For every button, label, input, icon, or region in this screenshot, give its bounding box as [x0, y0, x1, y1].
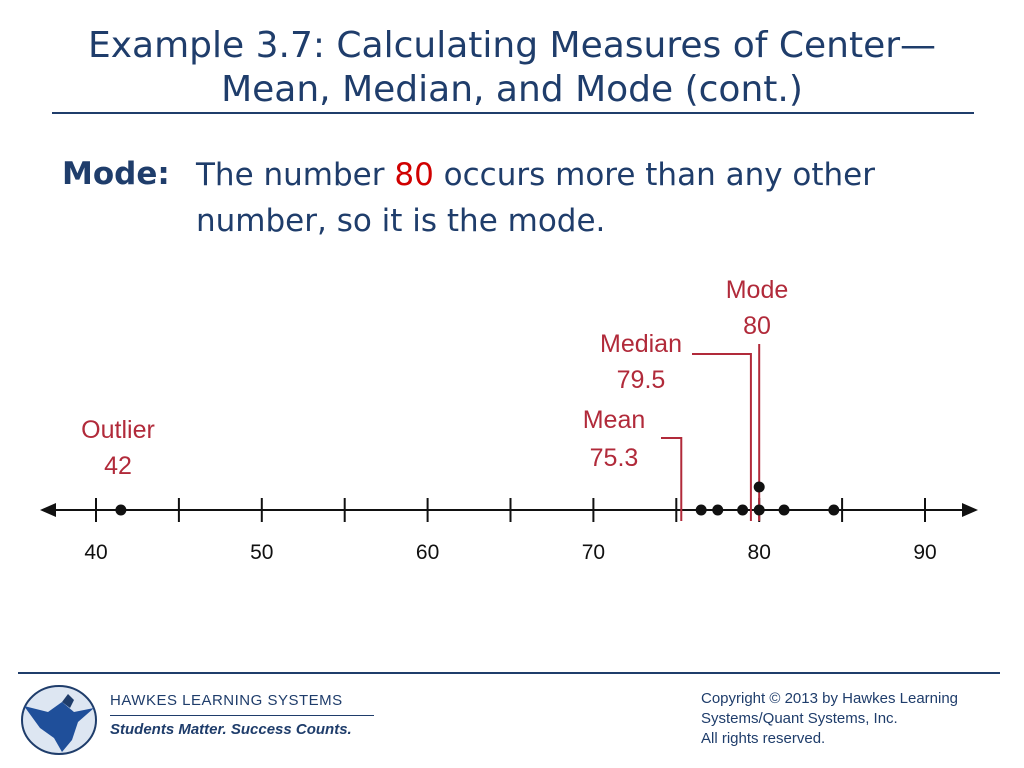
copyright-notice: Copyright © 2013 by Hawkes Learning Syst… — [701, 689, 958, 749]
annotations: Outlier 42 Mean 75.3 Median 79.5 Mode 80 — [81, 276, 788, 521]
data-point — [828, 504, 840, 516]
number-line-axis: 40 50 60 70 80 90 — [40, 498, 978, 564]
company-name: HAWKES LEARNING SYSTEMS — [110, 692, 343, 709]
median-value: 79.5 — [617, 366, 666, 394]
company-tagline: Students Matter. Success Counts. — [110, 721, 352, 738]
mode-value-highlight: 80 — [394, 157, 434, 193]
median-leader-line — [692, 353, 752, 521]
mode-text-after: occurs more than any other number, so it… — [196, 157, 876, 239]
mode-text-before: The number — [196, 157, 395, 193]
slide-title-line1: Example 3.7: Calculating Measures of Cen… — [87, 25, 937, 66]
mode-label: Mode: — [62, 156, 170, 192]
mode-chart-value: 80 — [743, 312, 771, 340]
data-point — [778, 504, 790, 516]
mean-leader-line — [661, 437, 683, 521]
data-point — [712, 504, 724, 516]
tick-label: 50 — [250, 541, 273, 564]
data-point — [753, 481, 765, 493]
tick-label: 80 — [748, 541, 771, 564]
tick-label: 60 — [416, 541, 439, 564]
footer-divider — [18, 672, 1000, 674]
outlier-label: Outlier — [81, 416, 155, 444]
title-divider — [52, 112, 974, 114]
mode-explanation: The number 80 occurs more than any other… — [196, 152, 956, 244]
mean-value: 75.3 — [590, 444, 639, 472]
number-line-chart: 40 50 60 70 80 90 Outlier 42 Mean 75.3 Median 79.5… — [40, 276, 978, 564]
company-underline — [110, 715, 374, 716]
tick-label: 40 — [84, 541, 107, 564]
slide-title-line2: Mean, Median, and Mode (cont.) — [221, 69, 803, 110]
mean-label: Mean — [583, 406, 646, 434]
outlier-value: 42 — [104, 452, 132, 480]
axis-arrow-left-icon — [40, 503, 56, 517]
median-label: Median — [600, 330, 682, 358]
copyright-line1: Copyright © 2013 by Hawkes Learning — [701, 690, 959, 707]
tick-label: 70 — [582, 541, 605, 564]
slide-title: Example 3.7: Calculating Measures of Cen… — [0, 24, 1024, 112]
copyright-line2: Systems/Quant Systems, Inc. — [701, 710, 898, 727]
axis-arrow-right-icon — [962, 503, 978, 517]
data-point — [115, 504, 127, 516]
data-point — [753, 504, 765, 516]
data-point — [737, 504, 749, 516]
mode-chart-label: Mode — [726, 276, 789, 304]
tick-label: 90 — [913, 541, 936, 564]
data-points — [115, 481, 840, 516]
data-point — [695, 504, 707, 516]
hawk-logo-icon — [21, 685, 97, 755]
copyright-line3: All rights reserved. — [701, 730, 826, 747]
